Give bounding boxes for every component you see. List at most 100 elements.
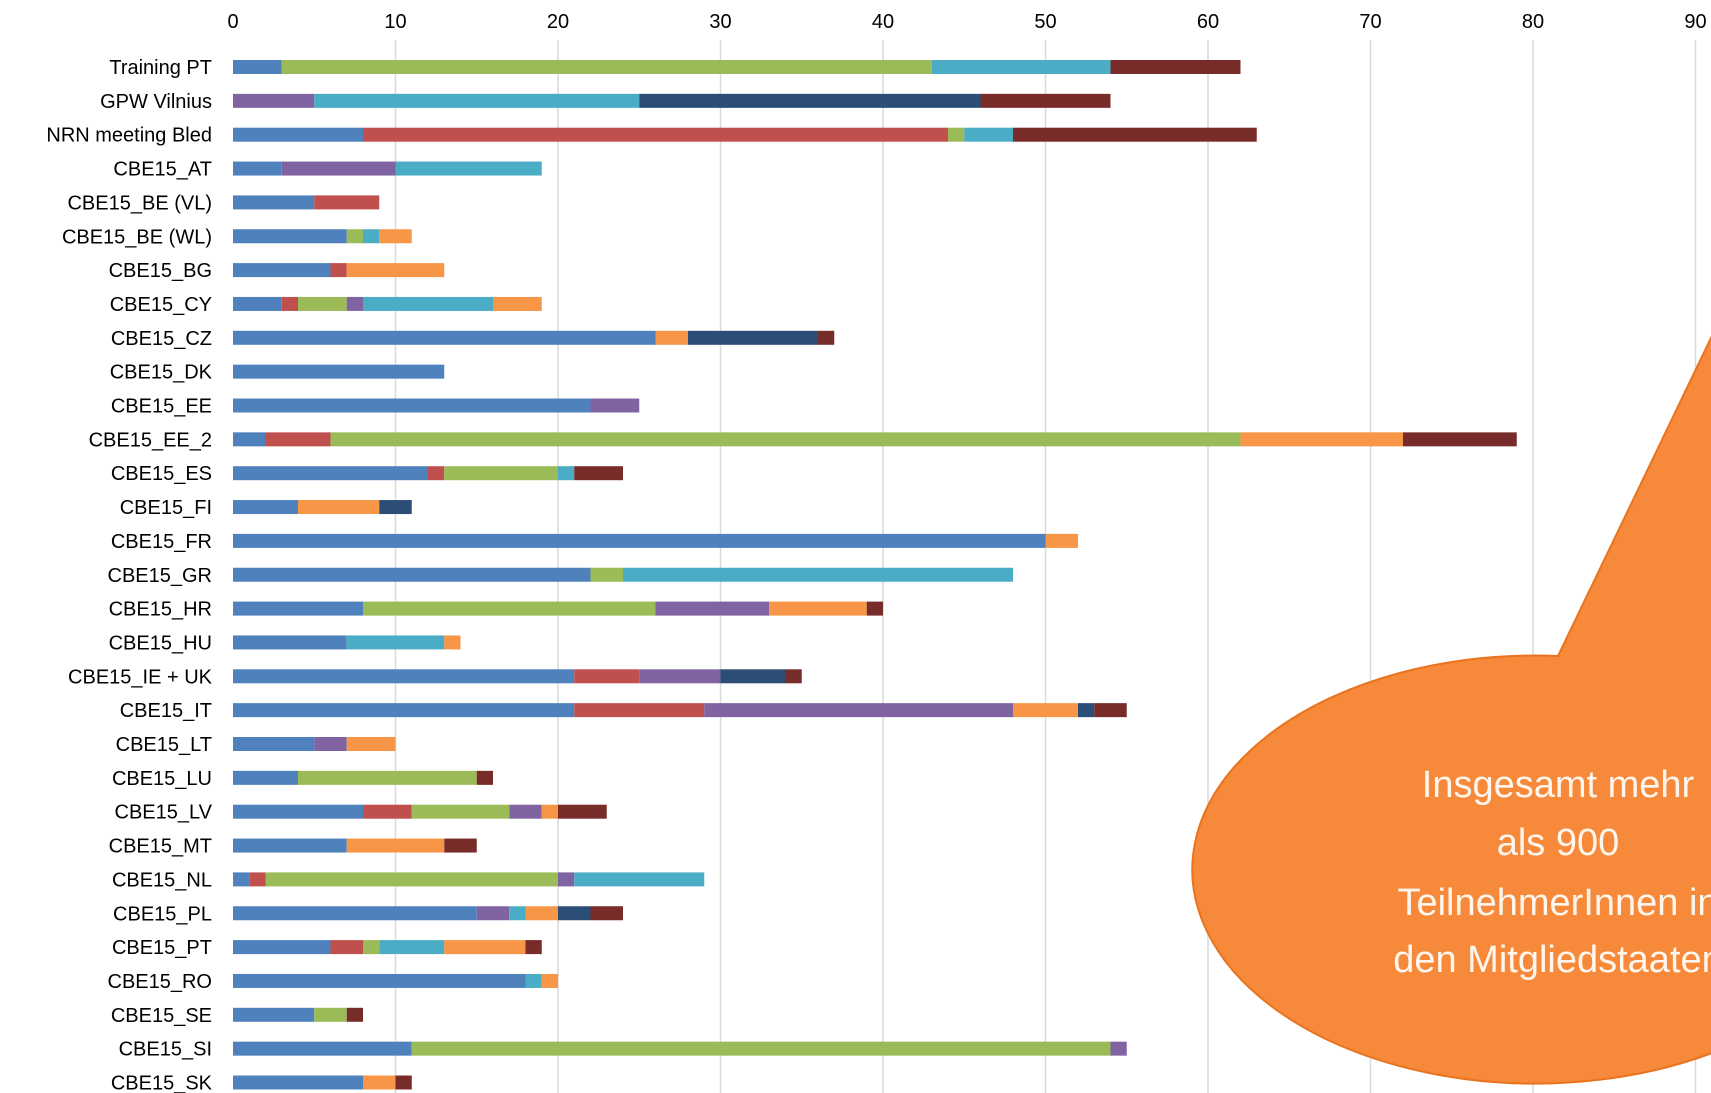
x-tick-label: 0 (227, 11, 238, 33)
category-label: GPW Vilnius (100, 91, 212, 113)
category-label: CBE15_LT (116, 734, 212, 756)
bar-segment (346, 229, 363, 244)
category-label: CBE15_HU (109, 632, 212, 654)
bar-segment (330, 432, 1241, 447)
bar-segment (233, 432, 266, 447)
x-tick-label: 60 (1197, 11, 1219, 33)
bar-segment (395, 1075, 412, 1090)
bar-segment (233, 195, 315, 210)
bars (233, 60, 1517, 1090)
bar-segment (444, 466, 558, 481)
bar-segment (233, 669, 575, 684)
bar-segment (509, 906, 526, 921)
category-label: CBE15_CZ (111, 328, 212, 350)
bar-segment (346, 635, 445, 650)
bar-segment (1240, 432, 1403, 447)
bar-segment (785, 669, 802, 684)
x-tick-label: 80 (1522, 11, 1544, 33)
bar-segment (590, 398, 640, 413)
bar-segment (1078, 703, 1095, 718)
bar-segment (964, 127, 1013, 142)
bar-segment (233, 296, 282, 311)
bar-segment (866, 601, 883, 616)
bar-segment (298, 296, 347, 311)
bar-segment (363, 804, 412, 819)
bar-segment (233, 1075, 363, 1090)
bar-segment (346, 263, 445, 278)
bar-segment (769, 601, 867, 616)
category-label: CBE15_BG (109, 260, 212, 282)
callout-annotation: Insgesamt mehr als 900 TeilnehmerInnen in d… (1191, 335, 1711, 1085)
bar-segment (346, 1007, 363, 1022)
bar-segment (931, 60, 1111, 74)
bar-segment (314, 93, 640, 108)
bar-segment (363, 1075, 396, 1090)
bar-segment (233, 1041, 412, 1056)
speech-bubble-callout (1191, 335, 1711, 1085)
bar-segment (233, 127, 363, 142)
callout-text-line: TeilnehmerInnen in (1397, 882, 1711, 924)
category-label: CBE15_GR (108, 565, 213, 587)
category-label: CBE15_LU (112, 768, 212, 790)
category-label: CBE15_BE (WL) (62, 226, 212, 248)
bar-segment (574, 872, 705, 887)
x-tick-label: 20 (547, 11, 569, 33)
bar-segment (704, 703, 1013, 718)
bar-segment (379, 500, 412, 515)
bar-segment (444, 635, 461, 650)
bar-segment (1110, 60, 1241, 74)
bar-segment (525, 906, 558, 921)
bar-segment (639, 93, 981, 108)
bar-segment (655, 330, 688, 345)
bar-segment (590, 567, 623, 582)
bar-segment (395, 161, 542, 176)
bar-segment (1094, 703, 1127, 718)
category-label: CBE15_IE + UK (68, 666, 213, 688)
bar-segment (233, 906, 477, 921)
bar-segment (623, 567, 1013, 582)
bar-segment (265, 432, 331, 447)
bar-segment (233, 263, 331, 278)
category-label: CBE15_IT (120, 700, 212, 722)
bar-segment (233, 533, 1046, 548)
bar-segment (233, 567, 591, 582)
bar-segment (233, 93, 315, 108)
bar-segment (574, 703, 705, 718)
bar-segment (1403, 432, 1517, 447)
bar-segment (541, 804, 558, 819)
bar-segment (233, 398, 591, 413)
bar-segment (265, 872, 558, 887)
bar-segment (590, 906, 623, 921)
category-label: CBE15_RO (108, 971, 213, 993)
bar-segment (233, 161, 282, 176)
bar-segment (1013, 127, 1257, 142)
category-label: CBE15_AT (113, 159, 212, 181)
category-label: CBE15_DK (110, 362, 213, 384)
bar-segment (688, 330, 818, 345)
category-label: CBE15_EE (111, 396, 212, 418)
bar-segment (363, 601, 656, 616)
bar-segment (233, 229, 347, 244)
bar-segment (363, 127, 948, 142)
bar-segment (281, 60, 932, 74)
bar-segment (233, 330, 656, 345)
category-label: CBE15_ES (111, 463, 212, 485)
bar-segment (330, 263, 347, 278)
x-tick-label: 10 (384, 11, 406, 33)
x-tick-label: 90 (1684, 11, 1706, 33)
bar-segment (233, 804, 363, 819)
x-axis-ticks: 0 10 20 30 40 50 60 70 80 90 (227, 11, 1706, 33)
bar-segment (281, 161, 396, 176)
bar-segment (314, 195, 380, 210)
category-label: CBE15_PT (112, 937, 212, 959)
category-label: CBE15_SK (111, 1073, 213, 1093)
x-tick-label: 50 (1034, 11, 1056, 33)
bar-segment (558, 906, 591, 921)
category-label: CBE15_LV (115, 802, 213, 824)
category-label: CBE15_PL (113, 903, 212, 925)
bar-segment (574, 669, 640, 684)
bar-segment (346, 296, 363, 311)
bar-segment (249, 872, 266, 887)
x-tick-label: 40 (872, 11, 894, 33)
bar-segment (233, 737, 315, 751)
